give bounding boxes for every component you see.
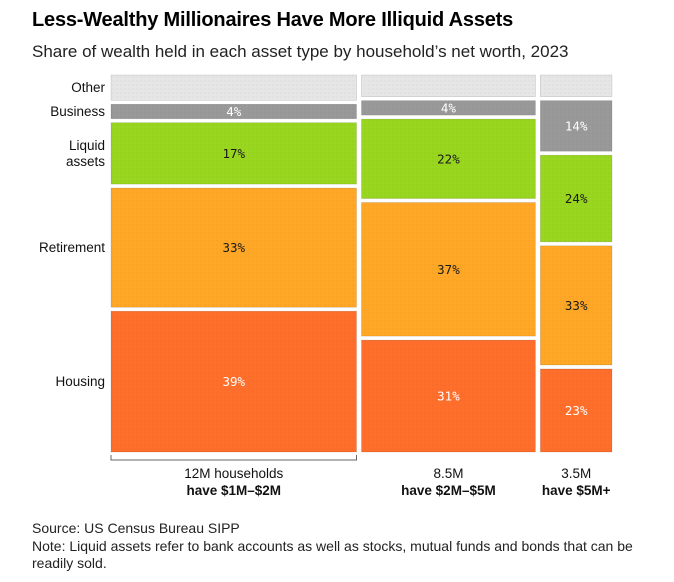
data-label-housing-2: 31% [437, 389, 460, 404]
chart-subtitle: Share of wealth held in each asset type … [32, 42, 569, 61]
explanatory-note: Note: Liquid assets refer to bank accoun… [32, 537, 633, 572]
row-label-other: Other [71, 80, 105, 95]
source-note: Source: US Census Bureau SIPP [32, 520, 240, 536]
bracket-col-1 [110, 455, 357, 461]
bar-other-3 [540, 74, 613, 97]
chart-title: Less-Wealthy Millionaires Have More Illi… [32, 9, 514, 31]
data-label-retirement-1: 33% [222, 240, 245, 255]
row-label-liquid-assets-line2: assets [66, 154, 105, 169]
x-label-line2-col-2: have $2M–$5M [401, 483, 496, 498]
x-label-line1-col-3: 3.5M [561, 466, 591, 481]
x-label-line1-col-1: 12M households [184, 466, 283, 481]
row-label-business: Business [50, 104, 105, 119]
data-label-liquid-assets-1: 17% [222, 146, 245, 161]
data-label-housing-3: 23% [565, 403, 588, 418]
chart-footer: Source: US Census Bureau SIPP Note: Liqu… [32, 520, 652, 573]
data-label-business-3: 14% [565, 118, 588, 133]
data-label-business-2: 4% [441, 100, 457, 115]
bar-other-1 [110, 74, 357, 101]
data-label-liquid-assets-3: 24% [565, 191, 588, 206]
data-label-liquid-assets-2: 22% [437, 151, 460, 166]
row-label-retirement: Retirement [39, 240, 105, 255]
row-label-liquid-assets-line1: Liquid [69, 138, 105, 153]
bar-other-2 [361, 74, 536, 97]
x-label-line2-col-3: have $5M+ [542, 483, 611, 498]
x-label-line1-col-2: 8.5M [433, 466, 463, 481]
x-label-line2-col-1: have $1M–$2M [186, 483, 281, 498]
data-label-retirement-2: 37% [437, 262, 460, 277]
row-label-housing: Housing [55, 374, 105, 389]
data-label-retirement-3: 33% [565, 298, 588, 313]
data-label-housing-1: 39% [222, 374, 245, 389]
data-label-business-1: 4% [226, 104, 242, 119]
